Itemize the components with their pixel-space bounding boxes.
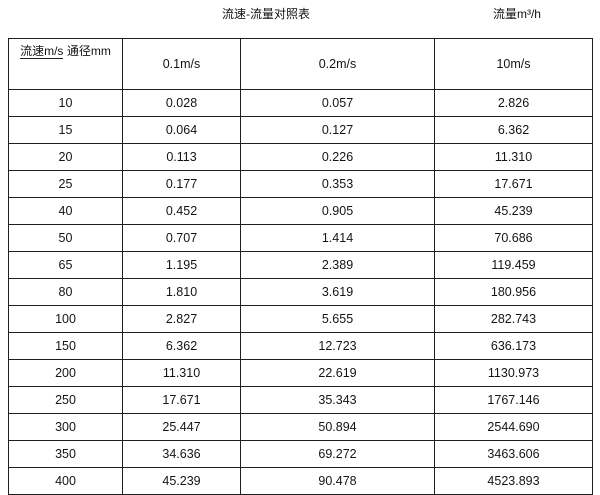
cell-flow-v2: 1.414 xyxy=(240,224,435,252)
cell-diameter: 300 xyxy=(8,413,123,441)
column-header-velocity-2: 0.2m/s xyxy=(240,38,435,90)
table-row: 400 45.239 90.478 4523.893 xyxy=(8,467,593,495)
cell-flow-v1: 25.447 xyxy=(122,413,241,441)
cell-flow-v3: 45.239 xyxy=(434,197,593,225)
corner-inner: 流速m/s 通径mm xyxy=(9,39,122,89)
cell-diameter: 50 xyxy=(8,224,123,252)
cell-flow-v2: 2.389 xyxy=(240,251,435,279)
cell-diameter: 200 xyxy=(8,359,123,387)
cell-flow-v1: 0.177 xyxy=(122,170,241,198)
cell-flow-v1: 17.671 xyxy=(122,386,241,414)
cell-diameter: 80 xyxy=(8,278,123,306)
table-row: 15 0.064 0.127 6.362 xyxy=(8,116,593,144)
cell-flow-v3: 1767.146 xyxy=(434,386,593,414)
table-row: 25 0.177 0.353 17.671 xyxy=(8,170,593,198)
cell-flow-v1: 1.810 xyxy=(122,278,241,306)
table-row: 80 1.810 3.619 180.956 xyxy=(8,278,593,306)
cell-flow-v1: 6.362 xyxy=(122,332,241,360)
cell-flow-v3: 2544.690 xyxy=(434,413,593,441)
cell-diameter: 20 xyxy=(8,143,123,171)
cell-flow-v3: 636.173 xyxy=(434,332,593,360)
table-row: 65 1.195 2.389 119.459 xyxy=(8,251,593,279)
cell-flow-v2: 0.226 xyxy=(240,143,435,171)
cell-flow-v1: 0.452 xyxy=(122,197,241,225)
cell-flow-v3: 70.686 xyxy=(434,224,593,252)
table-row: 10 0.028 0.057 2.826 xyxy=(8,89,593,117)
cell-flow-v3: 11.310 xyxy=(434,143,593,171)
cell-flow-v2: 69.272 xyxy=(240,440,435,468)
cell-diameter: 400 xyxy=(8,467,123,495)
cell-flow-v3: 1130.973 xyxy=(434,359,593,387)
table-row: 250 17.671 35.343 1767.146 xyxy=(8,386,593,414)
cell-flow-v3: 6.362 xyxy=(434,116,593,144)
caption-row: 流速-流量对照表 流量m³/h xyxy=(0,0,600,38)
cell-flow-v1: 11.310 xyxy=(122,359,241,387)
flow-unit-label: 流量m³/h xyxy=(492,7,541,21)
corner-header-cell: 流速m/s 通径mm xyxy=(8,38,123,90)
table-body: 10 0.028 0.057 2.826 15 0.064 0.127 6.36… xyxy=(8,89,593,495)
cell-flow-v2: 12.723 xyxy=(240,332,435,360)
cell-flow-v2: 0.127 xyxy=(240,116,435,144)
cell-flow-v2: 0.057 xyxy=(240,89,435,117)
cell-flow-v1: 0.064 xyxy=(122,116,241,144)
cell-flow-v2: 22.619 xyxy=(240,359,435,387)
cell-flow-v3: 3463.606 xyxy=(434,440,593,468)
cell-diameter: 10 xyxy=(8,89,123,117)
table-row: 200 11.310 22.619 1130.973 xyxy=(8,359,593,387)
cell-diameter: 250 xyxy=(8,386,123,414)
table-row: 50 0.707 1.414 70.686 xyxy=(8,224,593,252)
cell-flow-v1: 0.113 xyxy=(122,143,241,171)
table-row: 40 0.452 0.905 45.239 xyxy=(8,197,593,225)
column-header-velocity-1: 0.1m/s xyxy=(122,38,241,90)
cell-flow-v3: 17.671 xyxy=(434,170,593,198)
cell-flow-v3: 4523.893 xyxy=(434,467,593,495)
cell-flow-v1: 45.239 xyxy=(122,467,241,495)
page-title: 流速-流量对照表 xyxy=(222,7,310,21)
cell-flow-v2: 0.353 xyxy=(240,170,435,198)
cell-flow-v2: 35.343 xyxy=(240,386,435,414)
corner-diameter-label: 通径mm xyxy=(66,44,111,58)
cell-flow-v3: 119.459 xyxy=(434,251,593,279)
flow-velocity-table: 流速m/s 通径mm 0.1m/s 0.2m/s 10m/s 10 0.028 … xyxy=(8,38,593,495)
corner-velocity-label: 流速m/s xyxy=(20,44,64,59)
cell-flow-v1: 34.636 xyxy=(122,440,241,468)
cell-diameter: 25 xyxy=(8,170,123,198)
cell-diameter: 65 xyxy=(8,251,123,279)
table-row: 150 6.362 12.723 636.173 xyxy=(8,332,593,360)
column-header-velocity-3: 10m/s xyxy=(434,38,593,90)
cell-flow-v2: 3.619 xyxy=(240,278,435,306)
cell-flow-v1: 2.827 xyxy=(122,305,241,333)
cell-diameter: 100 xyxy=(8,305,123,333)
cell-diameter: 150 xyxy=(8,332,123,360)
cell-flow-v2: 90.478 xyxy=(240,467,435,495)
cell-flow-v1: 0.028 xyxy=(122,89,241,117)
cell-flow-v2: 0.905 xyxy=(240,197,435,225)
cell-diameter: 350 xyxy=(8,440,123,468)
cell-flow-v1: 1.195 xyxy=(122,251,241,279)
cell-flow-v3: 282.743 xyxy=(434,305,593,333)
header-row: 流速m/s 通径mm 0.1m/s 0.2m/s 10m/s xyxy=(8,38,593,90)
cell-flow-v2: 5.655 xyxy=(240,305,435,333)
cell-diameter: 40 xyxy=(8,197,123,225)
table-header: 流速m/s 通径mm 0.1m/s 0.2m/s 10m/s xyxy=(8,38,593,90)
cell-flow-v3: 180.956 xyxy=(434,278,593,306)
cell-diameter: 15 xyxy=(8,116,123,144)
flow-velocity-table-wrap: 流速m/s 通径mm 0.1m/s 0.2m/s 10m/s 10 0.028 … xyxy=(8,38,593,495)
table-row: 20 0.113 0.226 11.310 xyxy=(8,143,593,171)
table-row: 300 25.447 50.894 2544.690 xyxy=(8,413,593,441)
cell-flow-v3: 2.826 xyxy=(434,89,593,117)
table-row: 350 34.636 69.272 3463.606 xyxy=(8,440,593,468)
cell-flow-v1: 0.707 xyxy=(122,224,241,252)
table-row: 100 2.827 5.655 282.743 xyxy=(8,305,593,333)
cell-flow-v2: 50.894 xyxy=(240,413,435,441)
